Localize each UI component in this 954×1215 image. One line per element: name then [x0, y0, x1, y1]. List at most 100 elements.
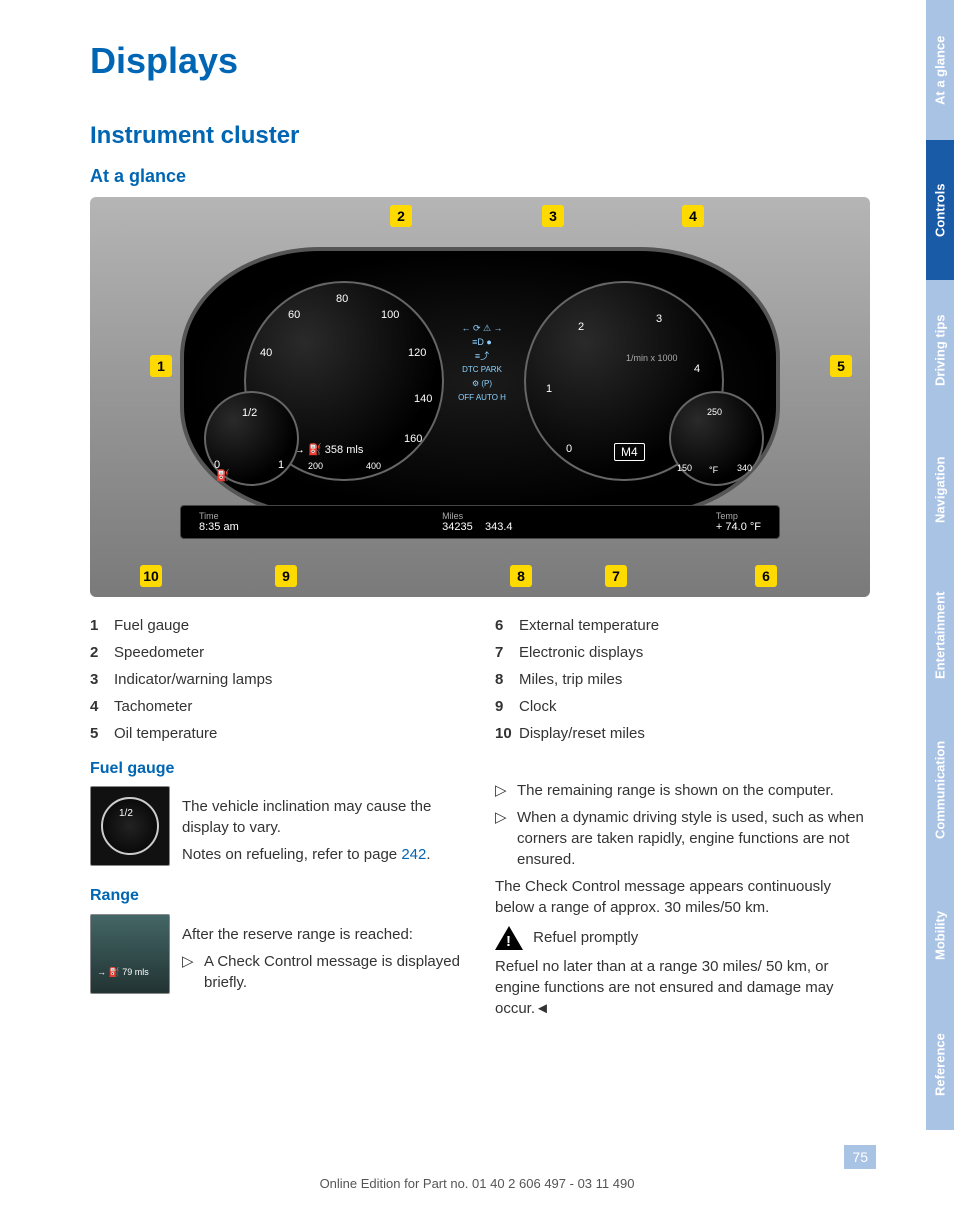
legend-t-8: Miles, trip miles	[519, 669, 622, 690]
legend-left: 1Fuel gauge 2Speedometer 3Indicator/warn…	[90, 615, 465, 744]
indicator-lamp-panel: ← ⟳ ⚠ → ≡D ● ≡⤴ DTC PARK ⚙ (P) OFF AUTO …	[432, 321, 532, 441]
speedo-120: 120	[408, 347, 426, 359]
tab-driving-tips[interactable]: Driving tips	[926, 280, 954, 420]
cluster-bezel: 0 20 40 60 80 100 120 140 160 mph km/h →…	[180, 247, 780, 517]
flow-b3: When a dynamic driving style is used, su…	[495, 807, 870, 870]
flow-b2: The remaining range is shown on the comp…	[495, 780, 870, 801]
legend-n-5: 5	[90, 723, 114, 744]
fuel-p2a: Notes on refueling, refer to page	[182, 846, 401, 863]
oil-340: 340	[737, 463, 752, 473]
legend-n-6: 6	[495, 615, 519, 636]
fuel-gauge-p2: Notes on refueling, refer to page 242.	[182, 844, 465, 865]
refuel-page-link[interactable]: 242	[401, 846, 426, 863]
miles-label: Miles	[442, 512, 512, 521]
legend-t-4: Tachometer	[114, 696, 192, 717]
fuel-gauge-dial: 0 1/2 1 ⛽	[204, 391, 299, 486]
speedo-140: 140	[414, 393, 432, 405]
subsection-title: At a glance	[90, 166, 880, 187]
warning-icon	[495, 926, 523, 950]
warn-title: Refuel promptly	[533, 929, 638, 946]
legend-t-7: Electronic displays	[519, 642, 643, 663]
range-b1: A Check Control message is displayed bri…	[182, 951, 465, 993]
speedo-160: 160	[404, 433, 422, 445]
legend-n-3: 3	[90, 669, 114, 690]
oil-150: 150	[677, 463, 692, 473]
oil-250: 250	[707, 407, 722, 417]
legend-n-2: 2	[90, 642, 114, 663]
legend-n-7: 7	[495, 642, 519, 663]
tab-mobility[interactable]: Mobility	[926, 870, 954, 1000]
legend-t-2: Speedometer	[114, 642, 204, 663]
side-nav-tabs: At a glance Controls Driving tips Naviga…	[926, 0, 954, 1215]
section-title: Instrument cluster	[90, 122, 880, 150]
callout-3: 3	[542, 205, 564, 227]
trip-value: 343.4	[485, 521, 513, 533]
fuel-gauge-icon	[90, 786, 170, 866]
tacho-1: 1	[546, 383, 552, 395]
info-time: Time 8:35 am	[199, 512, 239, 533]
tab-reference[interactable]: Reference	[926, 1000, 954, 1130]
callout-10: 10	[140, 565, 162, 587]
callout-6: 6	[755, 565, 777, 587]
fuel-p2b: .	[426, 846, 430, 863]
range-heading: Range	[90, 885, 465, 907]
info-miles: Miles 34235 343.4	[442, 512, 512, 533]
legend-n-8: 8	[495, 669, 519, 690]
legend-t-9: Clock	[519, 696, 557, 717]
time-value: 8:35 am	[199, 521, 239, 533]
miles-value: 34235	[442, 521, 473, 533]
speedo-80: 80	[336, 293, 348, 305]
temp-label: Temp	[716, 512, 761, 521]
tacho-2: 2	[578, 321, 584, 333]
legend-t-1: Fuel gauge	[114, 615, 189, 636]
fuel-1: 1	[278, 459, 284, 471]
speedo-400: 400	[366, 461, 381, 471]
speedo-40: 40	[260, 347, 272, 359]
tacho-3: 3	[656, 313, 662, 325]
legend-n-9: 9	[495, 696, 519, 717]
tab-entertainment[interactable]: Entertainment	[926, 560, 954, 710]
legend-n-4: 4	[90, 696, 114, 717]
tab-controls[interactable]: Controls	[926, 140, 954, 280]
speedo-60: 60	[288, 309, 300, 321]
tab-communication[interactable]: Communication	[926, 710, 954, 870]
fuel-half: 1/2	[242, 407, 257, 419]
temp-value: + 74.0 °F	[716, 521, 761, 533]
page-title: Displays	[90, 40, 880, 82]
callout-7: 7	[605, 565, 627, 587]
gear-indicator: M4	[614, 443, 645, 461]
fuel-gauge-p1: The vehicle inclination may cause the di…	[182, 796, 465, 838]
legend-n-10: 10	[495, 723, 519, 744]
tacho-0: 0	[566, 443, 572, 455]
tacho-4: 4	[694, 363, 700, 375]
speedo-range: → ⛽ 358 mls	[294, 443, 363, 456]
fuel-gauge-heading: Fuel gauge	[90, 758, 465, 780]
flow-p: The Check Control message appears contin…	[495, 876, 870, 918]
legend-t-6: External temperature	[519, 615, 659, 636]
tab-at-a-glance[interactable]: At a glance	[926, 0, 954, 140]
legend-t-3: Indicator/warning lamps	[114, 669, 272, 690]
oil-temp-dial: 150 250 340 °F	[669, 391, 764, 486]
warn-body: Refuel no later than at a range 30 miles…	[495, 956, 870, 1019]
callout-1: 1	[150, 355, 172, 377]
range-icon	[90, 914, 170, 994]
info-temp: Temp + 74.0 °F	[716, 512, 761, 533]
footer-text: Online Edition for Part no. 01 40 2 606 …	[0, 1176, 954, 1191]
speedo-200: 200	[308, 461, 323, 471]
oil-unit: °F	[709, 465, 718, 475]
tab-navigation[interactable]: Navigation	[926, 420, 954, 560]
time-label: Time	[199, 512, 239, 521]
speedo-100: 100	[381, 309, 399, 321]
range-intro: After the reserve range is reached:	[182, 924, 465, 945]
callout-8: 8	[510, 565, 532, 587]
legend-n-1: 1	[90, 615, 114, 636]
instrument-cluster-figure: 2 3 4 1 5 10 9 8 7 6 0 20 40 60 80 100 1…	[90, 197, 870, 597]
callout-9: 9	[275, 565, 297, 587]
callout-4: 4	[682, 205, 704, 227]
legend-t-5: Oil temperature	[114, 723, 217, 744]
page-number: 75	[844, 1145, 876, 1169]
info-bar: Time 8:35 am Miles 34235 343.4 Temp + 74…	[180, 505, 780, 539]
callout-5: 5	[830, 355, 852, 377]
legend-t-10: Display/reset miles	[519, 723, 645, 744]
tacho-unit: 1/min x 1000	[626, 353, 678, 363]
